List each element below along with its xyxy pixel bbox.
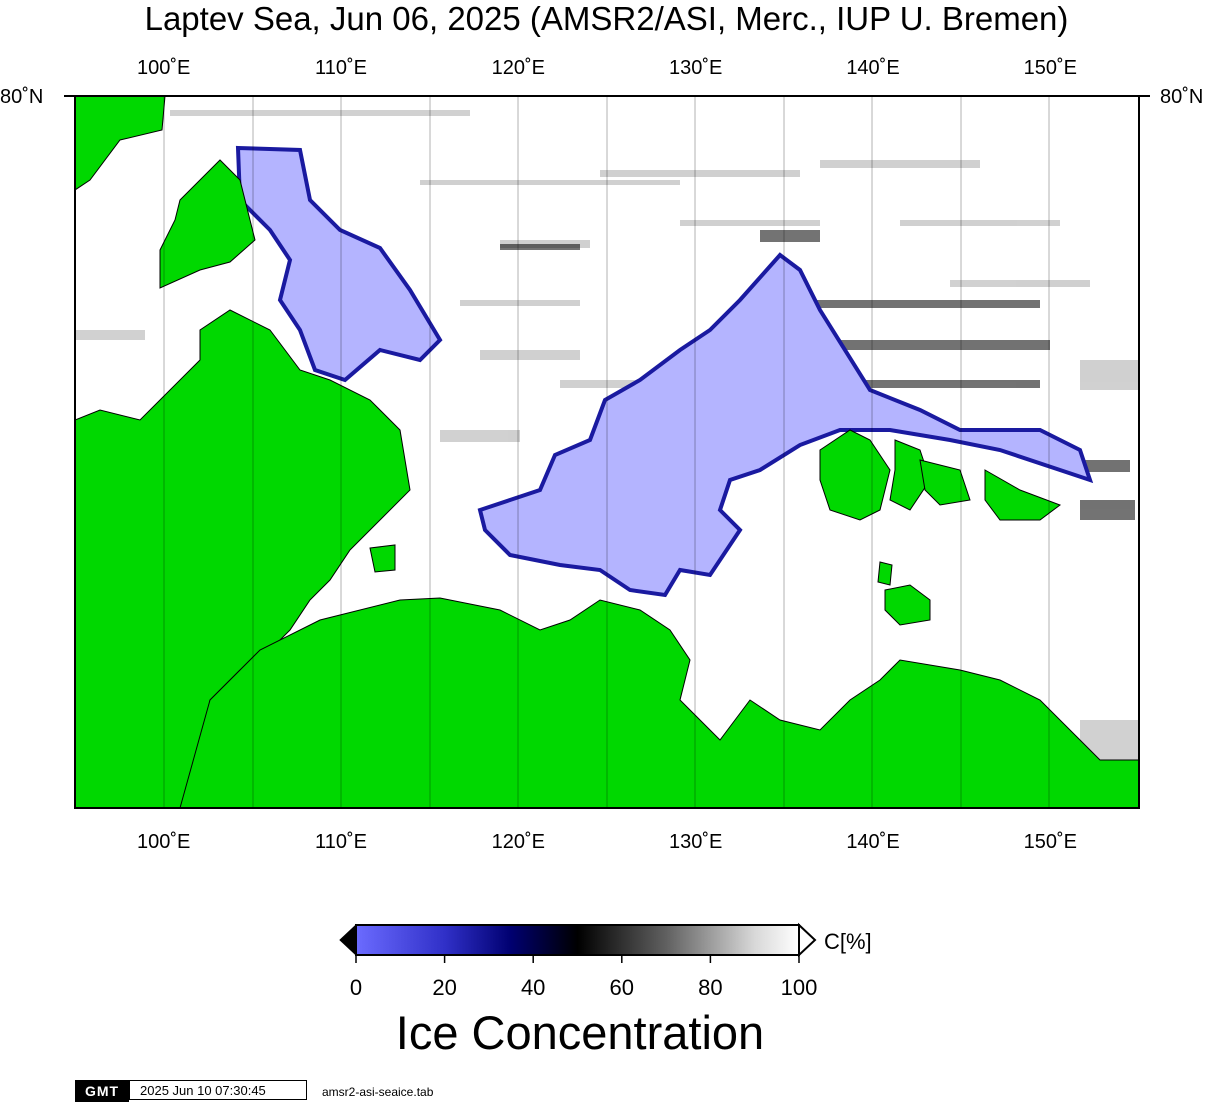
- lon-label-top: 100˚E: [136, 57, 191, 79]
- gmt-logo: GMT: [75, 1080, 129, 1102]
- lon-label-bottom: 110˚E: [315, 831, 367, 853]
- map-frame: [74, 95, 1140, 809]
- lon-label-top: 150˚E: [1023, 57, 1078, 79]
- colorbar-gradient: [355, 924, 800, 956]
- open-water: [235, 145, 1094, 598]
- colorbar-unit: C[%]: [824, 929, 872, 954]
- lon-label-bottom: 140˚E: [846, 831, 900, 853]
- colorbar-tick-label: 60: [609, 975, 635, 1000]
- colorbar-tick-label: 80: [698, 975, 723, 1000]
- lon-label-bottom: 120˚E: [491, 831, 546, 853]
- lon-label-bottom: 100˚E: [136, 831, 191, 853]
- colorbar: [339, 922, 817, 963]
- map-title: Laptev Sea, Jun 06, 2025 (AMSR2/ASI, Mer…: [144, 0, 1069, 37]
- timestamp: 2025 Jun 10 07:30:45: [129, 1080, 307, 1100]
- lon-label-top: 110˚E: [315, 57, 367, 79]
- colorbar-arrow-high: [798, 922, 817, 958]
- colorbar-tick-label: 100: [780, 975, 818, 1000]
- source-file: amsr2-asi-seaice.tab: [322, 1085, 434, 1099]
- lat-label-right: 80˚N: [1160, 86, 1204, 108]
- lon-label-bottom: 130˚E: [668, 831, 723, 853]
- colorbar-tick-label: 0: [349, 975, 363, 1000]
- colorbar-title: Ice Concentration: [395, 1006, 765, 1059]
- graticule: [163, 96, 1050, 808]
- colorbar-tick-label: 40: [520, 975, 546, 1000]
- land: [75, 96, 1139, 808]
- lon-label-top: 140˚E: [846, 57, 900, 79]
- lon-label-bottom: 150˚E: [1023, 831, 1078, 853]
- lat-label-left: 80˚N: [0, 86, 44, 108]
- colorbar-arrow-low: [339, 923, 357, 957]
- colorbar-tick-label: 20: [432, 975, 457, 1000]
- lon-label-top: 120˚E: [491, 57, 546, 79]
- ice-texture: [75, 110, 1139, 760]
- lon-label-top: 130˚E: [668, 57, 723, 79]
